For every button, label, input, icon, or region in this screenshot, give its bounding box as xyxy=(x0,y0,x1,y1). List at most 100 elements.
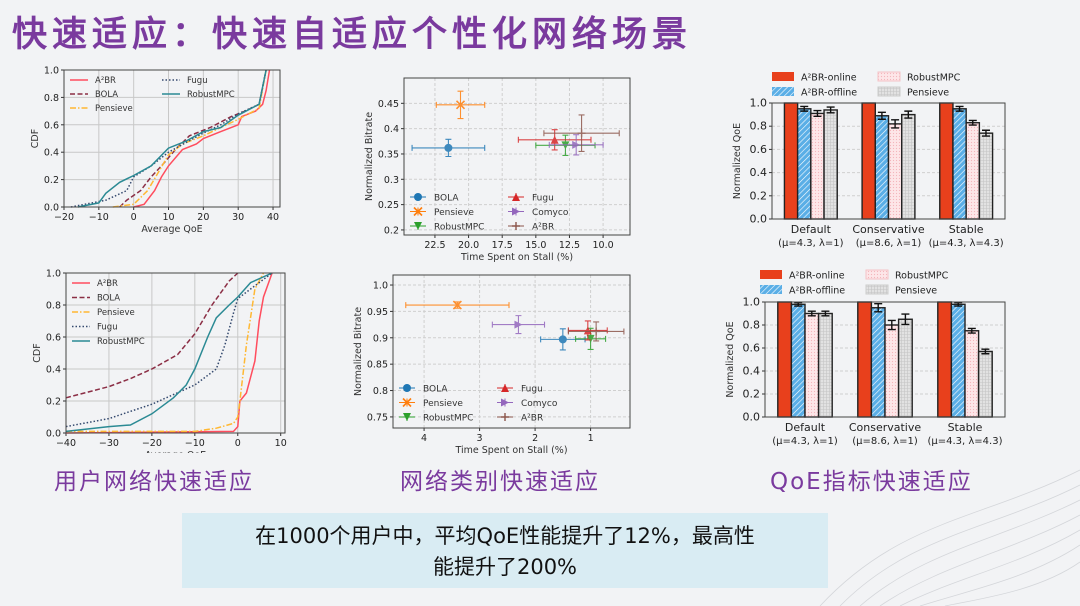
legend-label: Fugu xyxy=(521,385,543,395)
scatter-chart-bottom: 0.75 0.8 0.85 0.9 0.95 1.0 4 3 2 1 Time Spent on S… xyxy=(345,270,640,465)
marker xyxy=(592,327,601,336)
x-category-label: Conservative xyxy=(849,421,922,434)
bar-Pensieve xyxy=(978,132,994,220)
y-tick-label: 1.0 xyxy=(743,296,761,309)
legend-marker xyxy=(403,384,411,392)
legend-label: A²BR-online xyxy=(801,73,857,84)
bar-A²BR-online xyxy=(857,301,873,418)
y-tick-label: 1.0 xyxy=(44,66,59,77)
summary-box: 在1000个用户中，平均QoE性能提升了12%，最高性 能提升了200% xyxy=(182,513,828,588)
y-tick-label: 0.6 xyxy=(44,120,59,131)
y-tick-label: 0.0 xyxy=(46,429,61,440)
bar-Pensieve xyxy=(901,113,916,220)
x-category-label: Default xyxy=(791,223,832,236)
cdf-line-RobustMPC xyxy=(65,272,273,433)
legend-label: RobustMPC xyxy=(434,223,484,233)
x-tick-label: 20.0 xyxy=(458,240,479,251)
legend-label: BOLA xyxy=(97,294,120,304)
caption-qoe-metric: QoE指标快速适应 xyxy=(770,469,973,495)
y-axis-label: CDF xyxy=(32,343,43,362)
data-point-Fugu xyxy=(517,129,592,151)
legend-marker xyxy=(413,206,423,217)
x-tick-label: −10 xyxy=(89,212,109,223)
bar-Pensieve xyxy=(897,318,913,418)
bar-A²BR-online xyxy=(777,301,793,418)
y-tick-label: 0.6 xyxy=(46,333,61,344)
marker xyxy=(550,135,559,144)
plot-frame xyxy=(771,102,1006,220)
y-tick-label: 0.8 xyxy=(373,386,388,397)
x-tick-label: 22.5 xyxy=(424,240,445,251)
legend-label: A²BR-offline xyxy=(801,88,857,99)
error-bar xyxy=(901,313,910,326)
x-tick-label: 10.0 xyxy=(593,240,614,251)
x-tick-label: 0 xyxy=(235,438,241,449)
bar-A²BR-online xyxy=(861,102,876,220)
y-tick-label: 0.4 xyxy=(46,365,61,376)
slide-title: 快速适应：快速自适应个性化网络场景 xyxy=(12,15,693,55)
bar-A²BR-offline xyxy=(790,303,806,418)
x-category-label: (μ=4.3, λ=1) xyxy=(778,238,844,249)
y-axis-label: Normalized QoE xyxy=(725,321,736,397)
cdf-chart-bottom: 0.0 0.2 0.4 0.6 0.8 1.0 −40 −30 −20 −10 0 10 Average… xyxy=(18,268,293,454)
x-category-label: Stable xyxy=(949,223,984,236)
data-point-Pensieve xyxy=(405,300,510,310)
legend-swatch xyxy=(772,87,794,96)
legend-marker xyxy=(512,222,520,230)
y-tick-label: 0.6 xyxy=(750,143,768,156)
y-tick-label: 0.6 xyxy=(743,342,761,355)
x-tick-label: 10 xyxy=(275,438,287,449)
marker xyxy=(558,335,567,344)
error-bar xyxy=(967,327,976,334)
y-tick-label: 0.25 xyxy=(378,200,399,211)
bar-A²BR-offline xyxy=(952,108,967,220)
legend-swatch xyxy=(772,72,794,81)
error-bar xyxy=(794,301,803,307)
y-tick-label: 0.3 xyxy=(384,175,399,186)
legend-label: RobustMPC xyxy=(423,414,473,424)
x-tick-label: −40 xyxy=(56,438,76,449)
plot-frame xyxy=(65,272,286,434)
legend-marker xyxy=(512,207,520,216)
data-point-Pensieve xyxy=(435,90,486,120)
plot-frame xyxy=(403,77,631,236)
y-tick-label: 0.4 xyxy=(750,166,768,179)
y-tick-label: 0.85 xyxy=(367,360,388,371)
legend-label: A²BR xyxy=(532,223,554,233)
bar-RobustMPC xyxy=(884,324,900,418)
marker xyxy=(452,300,462,310)
y-tick-label: 0.0 xyxy=(750,213,768,226)
legend-label: Comyco xyxy=(532,208,569,218)
marker xyxy=(583,326,592,335)
legend-swatch xyxy=(877,71,901,82)
legend-label: RobustMPC xyxy=(187,90,235,100)
y-tick-label: 0.4 xyxy=(743,365,761,378)
x-tick-label: −30 xyxy=(99,438,119,449)
data-point-Fugu xyxy=(567,320,608,341)
data-point-A²BR xyxy=(567,321,625,342)
legend-swatch xyxy=(865,284,889,295)
y-tick-label: 0.45 xyxy=(378,99,399,110)
y-tick-label: 0.2 xyxy=(384,225,399,236)
legend-label: Fugu xyxy=(187,76,208,86)
y-tick-label: 0.0 xyxy=(44,203,59,214)
y-tick-label: 0.2 xyxy=(44,175,59,186)
y-tick-label: 0.0 xyxy=(743,411,761,424)
x-tick-label: 12.5 xyxy=(559,240,580,251)
summary-line: 能提升了200% xyxy=(432,555,578,579)
y-axis-label: Normalized Bitrate xyxy=(353,307,364,396)
y-tick-label: 0.9 xyxy=(373,333,388,344)
bar-A²BR-offline xyxy=(950,303,966,418)
error-bar xyxy=(874,303,883,313)
data-point-A²BR xyxy=(543,114,620,152)
data-point-Comyco xyxy=(548,134,604,156)
legend-swatch xyxy=(877,86,901,97)
y-tick-label: 0.75 xyxy=(367,412,388,423)
legend-label: RobustMPC xyxy=(907,73,961,84)
x-tick-label: −20 xyxy=(54,212,74,223)
error-bar xyxy=(887,319,896,331)
error-bar xyxy=(807,310,816,317)
legend-label: Pensieve xyxy=(907,88,949,99)
bar-A²BR-offline xyxy=(874,115,890,220)
